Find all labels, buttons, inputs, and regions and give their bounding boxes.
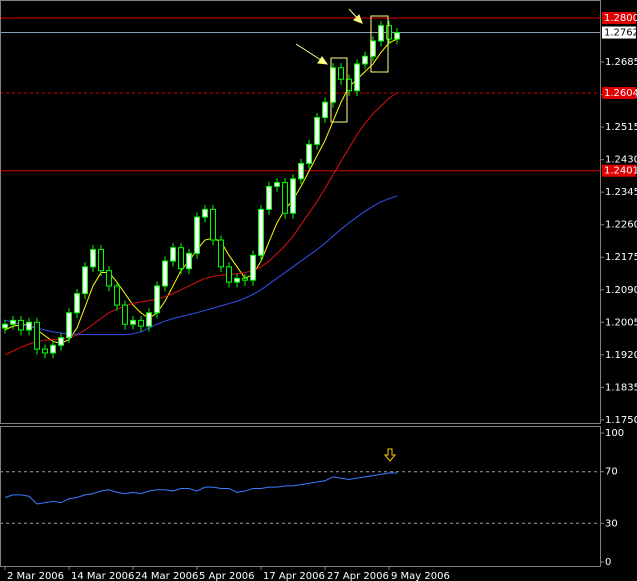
indicator-panel-border bbox=[0, 426, 601, 567]
candle-body bbox=[226, 266, 232, 283]
current-price-label: 1.2762 bbox=[604, 28, 637, 39]
candle-body bbox=[386, 25, 392, 40]
candle-body bbox=[202, 208, 208, 218]
y-tick-label: 1.2515 bbox=[605, 122, 637, 133]
candle-body bbox=[234, 277, 240, 283]
level-label-box bbox=[602, 11, 636, 24]
candle-body bbox=[298, 162, 304, 180]
candles-layer bbox=[2, 21, 400, 359]
candle-body bbox=[98, 249, 104, 272]
candle-body bbox=[218, 239, 224, 268]
x-tick-label: 5 Apr 2006 bbox=[199, 571, 254, 581]
x-tick-label: 2 Mar 2006 bbox=[7, 571, 64, 581]
x-tick-label: 27 Apr 2006 bbox=[327, 571, 389, 581]
y-tick-label: 1.1920 bbox=[605, 350, 637, 361]
candle-body bbox=[186, 252, 192, 270]
candle-body bbox=[354, 63, 360, 92]
y-tick-label: 1.2005 bbox=[605, 317, 637, 328]
candle-body bbox=[394, 32, 400, 40]
y-tick-label: 70 bbox=[605, 467, 618, 478]
x-tick-label: 14 Mar 2006 bbox=[71, 571, 134, 581]
candle-body bbox=[210, 208, 216, 241]
level-label: 1.2800 bbox=[604, 13, 637, 24]
arrow-head bbox=[353, 14, 363, 24]
x-tick-label: 17 Apr 2006 bbox=[263, 571, 325, 581]
arrow bbox=[295, 43, 325, 63]
candle-body bbox=[18, 319, 24, 331]
candle-body bbox=[274, 182, 280, 187]
candle-body bbox=[290, 178, 296, 214]
candle-body bbox=[10, 319, 16, 325]
candle-body bbox=[2, 323, 8, 329]
y-tick-label: 30 bbox=[605, 518, 618, 529]
candle-body bbox=[74, 293, 80, 314]
candle-body bbox=[146, 312, 152, 327]
x-tick-label: 9 May 2006 bbox=[391, 571, 450, 581]
candle-body bbox=[282, 182, 288, 214]
y-tick-label: 1.1750 bbox=[605, 415, 637, 426]
candle-body bbox=[306, 143, 312, 164]
y-tick-label: 1.1835 bbox=[605, 382, 637, 393]
y-tick-label: 1.2175 bbox=[605, 252, 637, 263]
y-tick-label: 1.2345 bbox=[605, 187, 637, 198]
y-tick-label: 100 bbox=[605, 428, 624, 439]
candle-body bbox=[130, 319, 136, 325]
candle-body bbox=[162, 260, 168, 287]
arrow-head bbox=[317, 56, 329, 65]
candle-body bbox=[122, 304, 128, 325]
candle-body bbox=[138, 319, 144, 327]
indicator-line bbox=[4, 472, 397, 505]
current-price-box bbox=[602, 26, 636, 39]
candle-body bbox=[26, 321, 32, 331]
candle-body bbox=[154, 285, 160, 314]
candle-body bbox=[66, 312, 72, 339]
highlight-box bbox=[330, 57, 348, 123]
y-tick-label: 1.2685 bbox=[605, 57, 637, 68]
y-tick-label: 1.2090 bbox=[605, 285, 637, 296]
candle-body bbox=[178, 247, 184, 270]
highlight-box bbox=[370, 15, 389, 73]
candle-body bbox=[338, 67, 344, 80]
candle-body bbox=[58, 337, 64, 346]
candle-body bbox=[50, 344, 56, 354]
y-tick-label: 0 bbox=[605, 557, 611, 568]
candle-body bbox=[90, 249, 96, 268]
candle-body bbox=[250, 254, 256, 281]
candle-body bbox=[314, 117, 320, 145]
level-label: 1.2401 bbox=[604, 166, 637, 177]
candle-body bbox=[242, 277, 248, 281]
candle-body bbox=[362, 55, 368, 65]
candle-body bbox=[34, 321, 40, 350]
candle-body bbox=[106, 270, 112, 287]
candle-body bbox=[194, 216, 200, 254]
level-label: 1.2604 bbox=[604, 88, 637, 99]
y-tick-label: 1.2260 bbox=[605, 220, 637, 231]
annotations bbox=[295, 8, 397, 462]
y-tick-label: 1.2430 bbox=[605, 155, 637, 166]
candle-body bbox=[258, 208, 264, 256]
arrow-down bbox=[383, 448, 397, 462]
candle-body bbox=[170, 247, 176, 262]
candle-body bbox=[266, 185, 272, 210]
level-label-box bbox=[602, 164, 636, 177]
candle-body bbox=[42, 348, 48, 354]
candle-body bbox=[114, 285, 120, 306]
candle-body bbox=[322, 101, 328, 119]
price-panel-border bbox=[0, 0, 601, 424]
candle-body bbox=[82, 266, 88, 295]
x-tick-label: 24 Mar 2006 bbox=[135, 571, 198, 581]
candle-body bbox=[378, 25, 384, 42]
level-label-box bbox=[602, 87, 636, 100]
